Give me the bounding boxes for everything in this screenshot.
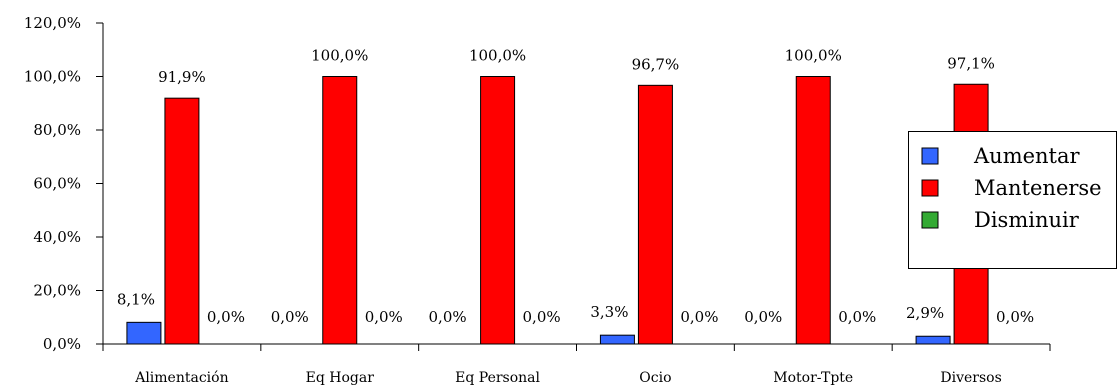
chart-bars (126, 76, 989, 345)
legend-swatch-disminuir (921, 211, 939, 229)
data-label-disminuir-diversos: 0,0% (996, 308, 1034, 326)
data-label-aumentar-diversos: 2,9% (906, 304, 944, 322)
legend-box (908, 131, 1117, 269)
data-label-mantenerse-motor-tpte: 100,0% (785, 47, 842, 65)
y-tick-label: 60,0% (33, 175, 81, 193)
data-label-mantenerse-eq-personal: 100,0% (469, 47, 526, 65)
x-tick-label-eq-personal: Eq Personal (455, 370, 540, 386)
bar-mantenerse-alimentacion (164, 97, 200, 345)
legend-label-aumentar: Aumentar (973, 144, 1081, 168)
data-label-disminuir-eq-personal: 0,0% (523, 308, 561, 326)
data-label-disminuir-alimentacion: 0,0% (207, 308, 245, 326)
y-tick-label: 20,0% (33, 282, 81, 300)
data-label-aumentar-motor-tpte: 0,0% (744, 308, 782, 326)
bar-mantenerse-eq-hogar (322, 76, 358, 345)
data-label-disminuir-eq-hogar: 0,0% (365, 308, 403, 326)
bar-aumentar-alimentacion (126, 321, 162, 345)
bar-aumentar-ocio (599, 334, 635, 345)
data-label-mantenerse-ocio: 96,7% (632, 55, 680, 73)
x-tick-label-eq-hogar: Eq Hogar (306, 370, 375, 386)
data-label-aumentar-alimentacion: 8,1% (117, 290, 155, 308)
legend-label-mantenerse: Mantenerse (974, 176, 1102, 200)
data-label-aumentar-ocio: 3,3% (590, 303, 628, 321)
bar-mantenerse-ocio (637, 84, 673, 345)
legend-label-disminuir: Disminuir (974, 208, 1080, 232)
legend-swatch-mantenerse (921, 179, 939, 197)
x-tick-label-alimentacion: Alimentación (134, 370, 228, 386)
chart-axes: 0,0% 20,0% 40,0% 60,0% 80,0% 100,0% 120,0% Alim… (24, 14, 1051, 386)
chart-data-labels: 8,1% 91,9% 0,0% 0,0% 100,0% 0,0% 0,0% 100,0% 0,0… (117, 47, 1034, 327)
bar-mantenerse-eq-personal (480, 76, 516, 345)
data-label-disminuir-motor-tpte: 0,0% (838, 308, 876, 326)
y-tick-label: 0,0% (43, 335, 81, 353)
x-tick-label-ocio: Ocio (639, 370, 671, 386)
data-label-mantenerse-diversos: 97,1% (947, 54, 995, 72)
data-label-mantenerse-eq-hogar: 100,0% (311, 47, 368, 65)
x-tick-label-diversos: Diversos (940, 370, 1001, 386)
data-label-aumentar-eq-personal: 0,0% (429, 308, 467, 326)
data-label-disminuir-ocio: 0,0% (680, 308, 718, 326)
y-tick-label: 80,0% (33, 121, 81, 139)
legend-swatch-aumentar (921, 147, 939, 165)
bar-mantenerse-motor-tpte (795, 76, 831, 345)
y-tick-label: 120,0% (24, 14, 81, 32)
data-label-aumentar-eq-hogar: 0,0% (271, 308, 309, 326)
y-tick-label: 100,0% (24, 68, 81, 86)
y-tick-label: 40,0% (33, 228, 81, 246)
data-label-mantenerse-alimentacion: 91,9% (158, 68, 206, 86)
chart-legend: Aumentar Mantenerse Disminuir (908, 131, 1117, 269)
bar-aumentar-diversos (915, 335, 951, 345)
x-tick-label-motor-tpte: Motor-Tpte (773, 370, 853, 386)
